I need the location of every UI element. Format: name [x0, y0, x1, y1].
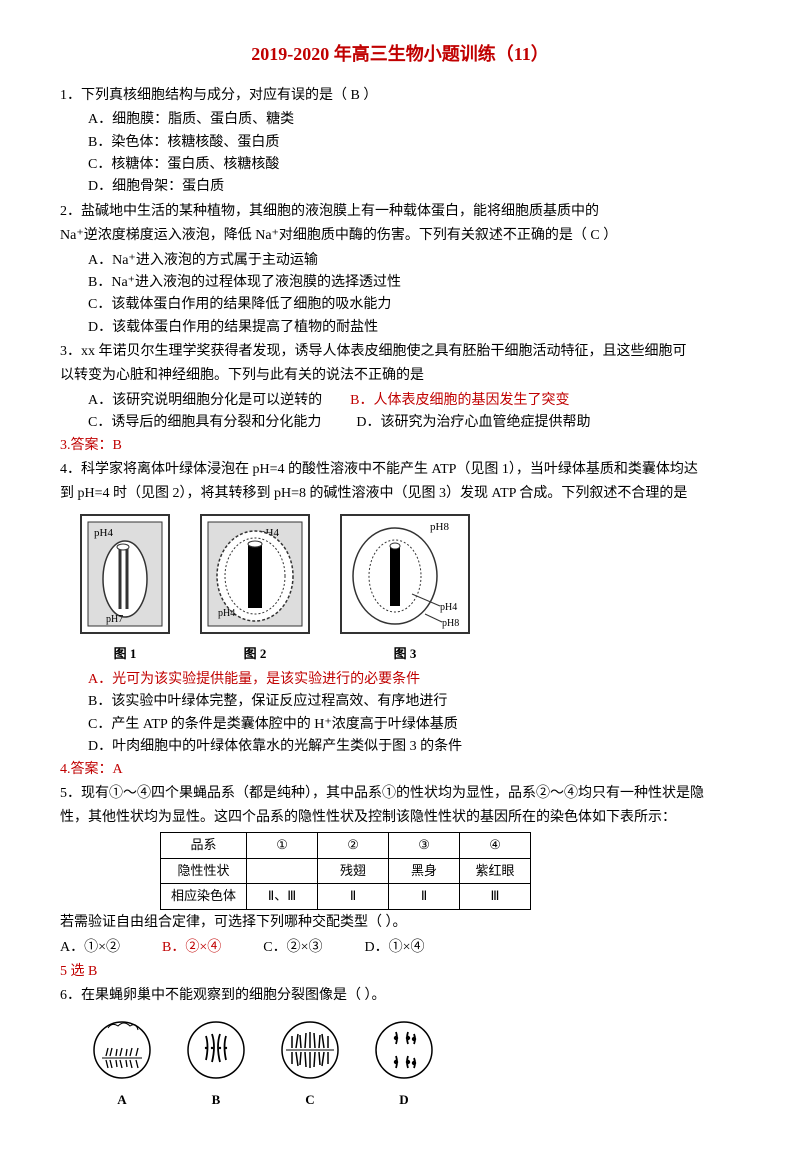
q3-stem-line1: 3．xx 年诺贝尔生理学奖获得者发现，诱导人体表皮细胞使之具有胚胎干细胞活动特征…	[60, 341, 740, 363]
cell-d-svg	[372, 1018, 436, 1082]
q4-opt-d: D．叶肉细胞中的叶绿体依靠水的光解产生类似于图 3 的条件	[88, 736, 740, 758]
q3-opt-b: B．人体表皮细胞的基因发生了突变	[350, 393, 569, 408]
cell-c-caption: C	[278, 1090, 342, 1111]
cell-a-caption: A	[90, 1090, 154, 1111]
cell-d-caption: D	[372, 1090, 436, 1111]
q2-opt-b: B．Na⁺进入液泡的过程体现了液泡膜的选择透过性	[88, 272, 740, 294]
q4-figures: pH4 pH7 图 1 pH4 pH4 图 2 pH8	[80, 514, 740, 665]
q4-stem-line2: 到 pH=4 时（见图 2），将其转移到 pH=8 的碱性溶液中（见图 3）发现…	[60, 483, 740, 505]
fig1-caption: 图 1	[80, 644, 170, 665]
q6-fig-a: A	[90, 1018, 154, 1111]
q5-opt-c: C．②×③	[263, 940, 322, 955]
fig3-mid-label: pH4	[440, 602, 457, 613]
q4-opt-c: C．产生 ATP 的条件是类囊体腔中的 H⁺浓度高于叶绿体基质	[88, 714, 740, 736]
q5-opt-b: B．②×④	[162, 940, 221, 955]
q2-opt-c: C．该载体蛋白作用的结果降低了细胞的吸水能力	[88, 294, 740, 316]
q3-row2: C．诱导后的细胞具有分裂和分化能力 D．该研究为治疗心血管绝症提供帮助	[88, 412, 740, 434]
q4-opt-b: B．该实验中叶绿体完整，保证反应过程高效、有序地进行	[88, 691, 740, 713]
q3-opt-a: A．该研究说明细胞分化是可以逆转的	[88, 393, 322, 408]
cell-h1: 品系	[161, 832, 247, 858]
table-row: 品系 ① ② ③ ④	[161, 832, 531, 858]
q6-fig-c: C	[278, 1018, 342, 1111]
q3-row1: A．该研究说明细胞分化是可以逆转的 B．人体表皮细胞的基因发生了突变	[88, 390, 740, 412]
q4-fig2: pH4 pH4 图 2	[200, 514, 310, 665]
fig2-inner-label: pH4	[218, 608, 235, 619]
q6-figures: A B C	[90, 1018, 740, 1111]
cell-c23: 黑身	[389, 858, 460, 884]
cell-h3: 相应染色体	[161, 884, 247, 910]
cell-a-svg	[90, 1018, 154, 1082]
cell-c13: ③	[389, 832, 460, 858]
cell-b-caption: B	[184, 1090, 248, 1111]
cell-c32: Ⅱ	[318, 884, 389, 910]
q3-answer: 3.答案：B	[60, 435, 740, 457]
q5-answer: 5 选 B	[60, 961, 740, 983]
q2-opt-d: D．该载体蛋白作用的结果提高了植物的耐盐性	[88, 317, 740, 339]
q2-stem-line2: Na⁺逆浓度梯度运入液泡，降低 Na⁺对细胞质中酶的伤害。下列有关叙述不正确的是…	[60, 225, 740, 247]
q4-opt-a: A．光可为该实验提供能量，是该实验进行的必要条件	[88, 669, 740, 691]
q4-fig1: pH4 pH7 图 1	[80, 514, 170, 665]
q3-opt-d: D．该研究为治疗心血管绝症提供帮助	[356, 415, 590, 430]
q5-stem-line3: 若需验证自由组合定律，可选择下列哪种交配类型（ ）。	[60, 912, 740, 934]
cell-c-svg	[278, 1018, 342, 1082]
q5-options: A．①×② B．②×④ C．②×③ D．①×④	[60, 937, 740, 959]
q3-opt-c: C．诱导后的细胞具有分裂和分化能力	[88, 415, 321, 430]
q1-opt-c: C．核糖体：蛋白质、核糖核酸	[88, 154, 740, 176]
q4-stem-line1: 4．科学家将离体叶绿体浸泡在 pH=4 的酸性溶液中不能产生 ATP（见图 1）…	[60, 459, 740, 481]
cell-h2: 隐性性状	[161, 858, 247, 884]
table-row: 相应染色体 Ⅱ、Ⅲ Ⅱ Ⅱ Ⅲ	[161, 884, 531, 910]
cell-c34: Ⅲ	[460, 884, 531, 910]
cell-c24: 紫红眼	[460, 858, 531, 884]
q1-stem: 1．下列真核细胞结构与成分，对应有误的是（ B ）	[60, 85, 740, 107]
q6-fig-d: D	[372, 1018, 436, 1111]
q4-answer: 4.答案：A	[60, 759, 740, 781]
q5-opt-a: A．①×②	[60, 940, 120, 955]
cell-c12: ②	[318, 832, 389, 858]
table-row: 隐性性状 残翅 黑身 紫红眼	[161, 858, 531, 884]
cell-c21	[247, 858, 318, 884]
q5-table: 品系 ① ② ③ ④ 隐性性状 残翅 黑身 紫红眼 相应染色体 Ⅱ、Ⅲ Ⅱ Ⅱ …	[160, 832, 531, 910]
fig3-caption: 图 3	[340, 644, 470, 665]
fig1-inner-label: pH7	[106, 614, 123, 625]
fig1-outer-label: pH4	[94, 527, 113, 539]
fig3-outer-label: pH8	[430, 521, 449, 533]
page-title: 2019-2020 年高三生物小题训练（11）	[60, 40, 740, 69]
fig3-inner-label: pH8	[442, 618, 459, 629]
cell-b-svg	[184, 1018, 248, 1082]
fig3-svg: pH8 pH4 pH8	[340, 514, 470, 634]
q3-stem-line2: 以转变为心脏和神经细胞。下列与此有关的说法不正确的是	[60, 365, 740, 387]
q5-stem-line1: 5．现有①～④四个果蝇品系（都是纯种），其中品系①的性状均为显性，品系②～④均只…	[60, 783, 740, 805]
q1-opt-b: B．染色体：核糖核酸、蛋白质	[88, 132, 740, 154]
cell-c33: Ⅱ	[389, 884, 460, 910]
cell-c11: ①	[247, 832, 318, 858]
cell-c31: Ⅱ、Ⅲ	[247, 884, 318, 910]
cell-c22: 残翅	[318, 858, 389, 884]
fig1-svg: pH4 pH7	[80, 514, 170, 634]
q2-opt-a: A．Na⁺进入液泡的方式属于主动运输	[88, 250, 740, 272]
q1-opt-d: D．细胞骨架：蛋白质	[88, 176, 740, 198]
cell-c14: ④	[460, 832, 531, 858]
q5-stem-line2: 性，其他性状均为显性。这四个品系的隐性性状及控制该隐性性状的基因所在的染色体如下…	[60, 807, 740, 829]
q2-stem-line1: 2．盐碱地中生活的某种植物，其细胞的液泡膜上有一种载体蛋白，能将细胞质基质中的	[60, 201, 740, 223]
q6-stem: 6．在果蝇卵巢中不能观察到的细胞分裂图像是（ ）。	[60, 985, 740, 1007]
fig2-svg: pH4 pH4	[200, 514, 310, 634]
q5-opt-d: D．①×④	[364, 940, 424, 955]
q1-opt-a: A．细胞膜：脂质、蛋白质、糖类	[88, 109, 740, 131]
fig2-caption: 图 2	[200, 644, 310, 665]
q4-fig3: pH8 pH4 pH8 图 3	[340, 514, 470, 665]
q6-fig-b: B	[184, 1018, 248, 1111]
